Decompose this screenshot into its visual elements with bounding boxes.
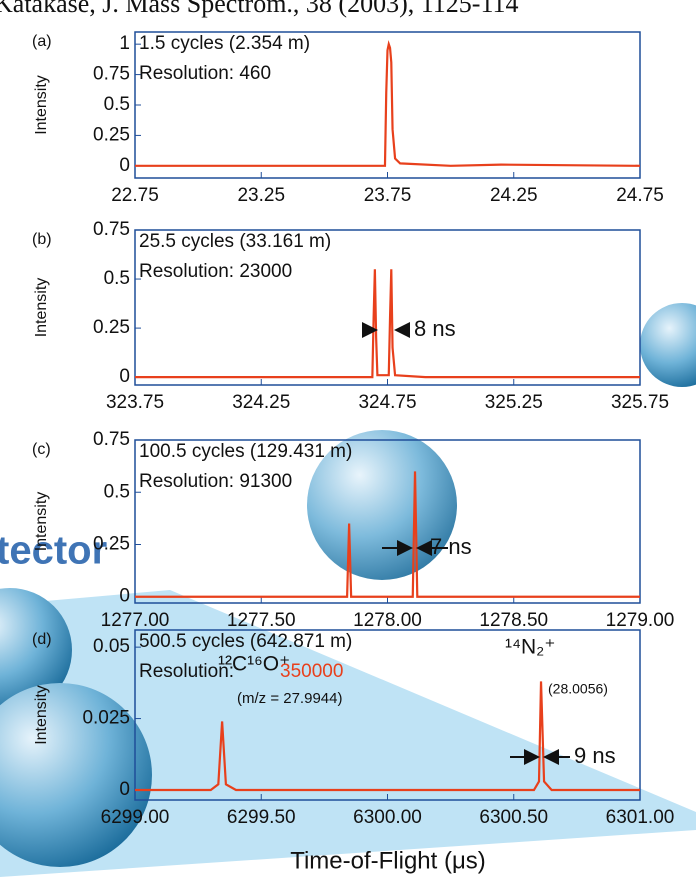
x-tick-label: 24.25 [490,185,538,206]
x-axis-label: Time-of-Flight (μs) [290,847,486,874]
x-tick-label: 22.75 [111,185,159,206]
y-tick-label: 0.5 [104,94,130,115]
panel-label: (b) [32,231,52,248]
annotation: (28.0056) [548,681,608,697]
annotation: Resolution: 460 [139,63,271,84]
y-tick-label: 1 [119,33,130,54]
y-tick-label: 0 [119,779,130,800]
gap-label: 9 ns [574,743,616,768]
panel-label: (c) [32,441,51,458]
background-text: tector [0,529,107,573]
y-tick-label: 0.5 [104,481,130,502]
x-tick-label: 1277.00 [101,610,170,631]
x-tick-label: 1278.50 [479,610,548,631]
gap-label: 8 ns [414,316,456,341]
y-tick-label: 0.75 [93,64,130,85]
x-tick-label: 323.75 [106,392,164,413]
x-tick-label: 324.75 [358,392,416,413]
y-tick-label: 0.25 [93,534,130,555]
x-tick-label: 6300.00 [353,807,422,828]
panel-label: (d) [32,631,52,648]
annotation: Resolution: 23000 [139,261,292,282]
x-tick-label: 6300.50 [479,807,548,828]
panel-label: (a) [32,33,52,50]
annotation: 25.5 cycles (33.161 m) [139,231,331,252]
x-tick-label: 1278.00 [353,610,422,631]
y-tick-label: 0.75 [93,429,130,450]
annotation: 500.5 cycles (642.871 m) [139,631,352,652]
x-tick-label: 24.75 [616,185,664,206]
x-tick-label: 325.25 [485,392,543,413]
y-axis-label: Intensity [33,685,50,745]
y-tick-label: 0.05 [93,636,130,657]
x-tick-label: 1279.00 [606,610,675,631]
x-tick-label: 6301.00 [606,807,675,828]
y-tick-label: 0.75 [93,219,130,240]
sphere [640,303,696,387]
gap-label: 7 ns [430,534,472,559]
x-tick-label: 1277.50 [227,610,296,631]
y-tick-label: 0 [119,155,130,176]
y-axis-label: Intensity [33,75,50,135]
y-tick-label: 0.25 [93,317,130,338]
x-tick-label: 324.25 [232,392,290,413]
plot-frame [135,230,640,385]
source-text: Katakase, J. Mass Spectrom., 38 (2003), … [0,0,518,18]
x-tick-label: 23.75 [364,185,412,206]
y-tick-label: 0.025 [82,708,130,729]
y-tick-label: 0.5 [104,268,130,289]
annotation: (m/z = 27.9944) [237,690,342,707]
y-tick-label: 0 [119,586,130,607]
figure: Katakase, J. Mass Spectrom., 38 (2003), … [0,0,696,877]
x-tick-label: 325.75 [611,392,669,413]
page: Katakase, J. Mass Spectrom., 38 (2003), … [0,0,696,877]
y-axis-label: Intensity [33,278,50,338]
annotation: 100.5 cycles (129.431 m) [139,441,352,462]
annotation: Resolution: 91300 [139,471,292,492]
spectrum-line [135,269,640,377]
x-tick-label: 23.25 [237,185,285,206]
y-axis-label: Intensity [33,492,50,552]
annotation: ¹⁴N₂⁺ [505,636,555,659]
y-tick-label: 0.25 [93,124,130,145]
y-tick-label: 0 [119,366,130,387]
annotation: 1.5 cycles (2.354 m) [139,33,310,54]
x-tick-label: 6299.50 [227,807,296,828]
annotation: ¹²C¹⁶O⁺ [218,653,290,676]
x-tick-label: 6299.00 [101,807,170,828]
